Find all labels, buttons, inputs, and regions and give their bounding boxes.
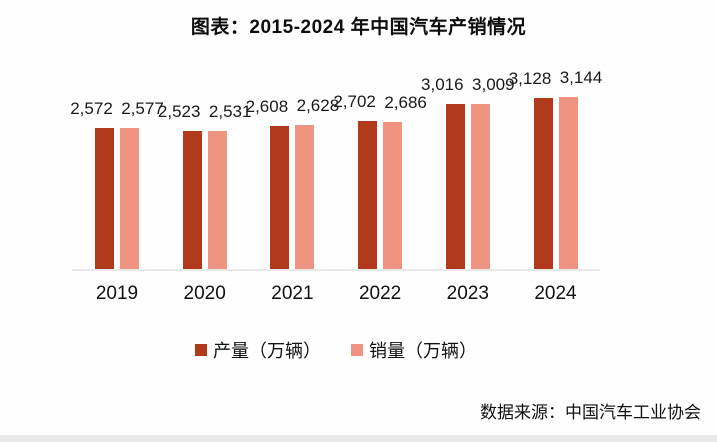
chart-page: 图表：2015-2024 年中国汽车产销情况 2,572 2,577 2,523 2,… xyxy=(0,14,717,442)
plot-area: 2,572 2,577 2,523 2,531 2,608 2,628 2,702 2,686… xyxy=(70,61,602,271)
legend-swatch-production-icon xyxy=(195,344,207,356)
bar-production: 2,572 xyxy=(70,99,114,269)
legend-item-production: 产量（万辆） xyxy=(195,337,321,363)
bar-group: 3,128 3,144 xyxy=(509,68,602,269)
legend-label-production: 产量（万辆） xyxy=(213,341,321,361)
x-axis: 2019 2020 2021 2022 2023 2024 xyxy=(72,283,600,317)
bar-value-label: 2,523 xyxy=(157,102,201,121)
x-tick-label: 2023 xyxy=(446,283,489,304)
legend-item-sales: 销量（万辆） xyxy=(351,337,477,363)
bar-value-label: 2,531 xyxy=(208,102,252,121)
chart-title: 图表：2015-2024 年中国汽车产销情况 xyxy=(190,17,527,38)
bar-production: 2,523 xyxy=(158,102,202,269)
bar-production: 3,128 xyxy=(509,69,553,269)
bottom-strip xyxy=(0,435,717,442)
bar-value-label: 3,016 xyxy=(421,75,464,94)
bar-group: 3,016 3,009 xyxy=(421,75,515,269)
x-tick-label: 2022 xyxy=(358,283,402,304)
bar-value-label: 2,628 xyxy=(296,96,340,115)
bar-value-label: 3,128 xyxy=(508,69,552,88)
bar-production: 3,016 xyxy=(421,75,465,269)
bar-sales: 2,628 xyxy=(295,96,339,269)
bar-value-label: 2,702 xyxy=(333,92,376,111)
bar-group: 2,608 2,628 xyxy=(246,96,339,269)
bar-sales: 2,686 xyxy=(383,93,427,269)
chart-block: 2,572 2,577 2,523 2,531 2,608 2,628 2,702 2,686… xyxy=(70,61,602,317)
bar-group: 2,702 2,686 xyxy=(333,92,427,269)
legend-label-sales: 销量（万辆） xyxy=(369,341,477,361)
bar-group: 2,523 2,531 xyxy=(158,102,251,269)
bar-production: 2,608 xyxy=(246,97,290,269)
bar-sales: 3,144 xyxy=(558,68,602,269)
x-tick-label: 2020 xyxy=(183,283,226,304)
x-tick-label: 2024 xyxy=(534,283,577,304)
x-tick-label: 2019 xyxy=(95,283,139,304)
legend: 产量（万辆） 销量（万辆） xyxy=(72,337,600,363)
bar-value-label: 3,009 xyxy=(472,75,515,94)
bar-sales: 2,531 xyxy=(207,102,251,269)
data-source: 数据来源：中国汽车工业协会 xyxy=(480,403,701,422)
bar-sales: 3,009 xyxy=(470,75,515,269)
bar-value-label: 2,577 xyxy=(121,99,164,118)
bar-value-label: 2,608 xyxy=(245,97,289,116)
x-tick-label: 2021 xyxy=(271,283,314,304)
bar-group: 2,572 2,577 xyxy=(70,99,164,269)
bar-value-label: 2,686 xyxy=(384,93,427,112)
bar-value-label: 2,572 xyxy=(70,99,113,118)
legend-swatch-sales-icon xyxy=(351,344,363,356)
bar-production: 2,702 xyxy=(333,92,378,269)
bar-sales: 2,577 xyxy=(120,99,164,269)
bar-value-label: 3,144 xyxy=(559,68,603,87)
